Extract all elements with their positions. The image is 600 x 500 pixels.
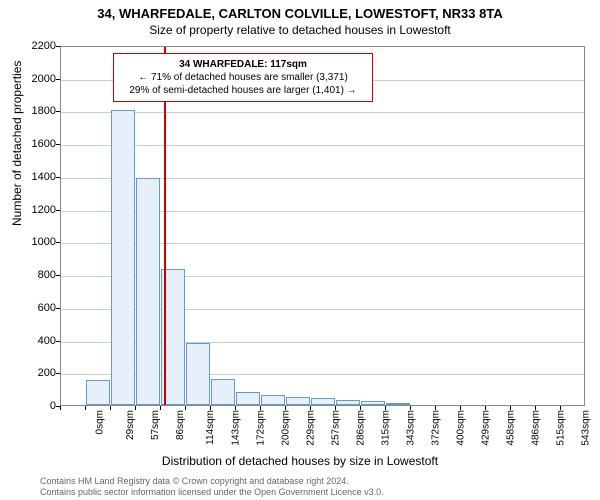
histogram-bar bbox=[386, 403, 410, 405]
ytick-mark bbox=[56, 373, 60, 374]
xtick-label: 343sqm bbox=[406, 410, 417, 446]
xtick-mark bbox=[85, 406, 86, 410]
xtick-mark bbox=[335, 406, 336, 410]
xtick-label: 543sqm bbox=[581, 410, 592, 446]
histogram-bar bbox=[136, 178, 160, 405]
ytick-label: 600 bbox=[38, 302, 56, 314]
xtick-mark bbox=[435, 406, 436, 410]
histogram-bar bbox=[336, 400, 360, 405]
xtick-label: 515sqm bbox=[556, 410, 567, 446]
xtick-mark bbox=[60, 406, 61, 410]
histogram-bar bbox=[236, 392, 260, 405]
xtick-label: 372sqm bbox=[431, 410, 442, 446]
gridline bbox=[61, 112, 584, 113]
xtick-label: 172sqm bbox=[256, 410, 267, 446]
xtick-mark bbox=[235, 406, 236, 410]
footer-line1: Contains HM Land Registry data © Crown c… bbox=[40, 476, 384, 487]
histogram-bar bbox=[261, 395, 285, 405]
histogram-bar bbox=[111, 110, 135, 405]
x-axis-label: Distribution of detached houses by size … bbox=[0, 454, 600, 468]
annotation-line3: 29% of semi-detached houses are larger (… bbox=[120, 84, 366, 97]
footer-text: Contains HM Land Registry data © Crown c… bbox=[40, 476, 384, 498]
ytick-mark bbox=[56, 144, 60, 145]
annotation-line1: 34 WHARFEDALE: 117sqm bbox=[120, 58, 366, 71]
ytick-mark bbox=[56, 275, 60, 276]
xtick-label: 286sqm bbox=[356, 410, 367, 446]
chart-container: 34, WHARFEDALE, CARLTON COLVILLE, LOWEST… bbox=[0, 0, 600, 500]
xtick-label: 486sqm bbox=[531, 410, 542, 446]
xtick-mark bbox=[510, 406, 511, 410]
xtick-mark bbox=[160, 406, 161, 410]
annotation-line2: ← 71% of detached houses are smaller (3,… bbox=[120, 71, 366, 84]
ytick-mark bbox=[56, 111, 60, 112]
xtick-mark bbox=[385, 406, 386, 410]
annotation-box: 34 WHARFEDALE: 117sqm ← 71% of detached … bbox=[113, 53, 373, 102]
chart-title: 34, WHARFEDALE, CARLTON COLVILLE, LOWEST… bbox=[0, 0, 600, 21]
xtick-label: 315sqm bbox=[381, 410, 392, 446]
xtick-mark bbox=[260, 406, 261, 410]
histogram-bar bbox=[186, 343, 210, 405]
xtick-label: 29sqm bbox=[125, 410, 136, 440]
xtick-label: 143sqm bbox=[231, 410, 242, 446]
xtick-mark bbox=[410, 406, 411, 410]
xtick-mark bbox=[185, 406, 186, 410]
histogram-bar bbox=[211, 379, 235, 405]
xtick-label: 86sqm bbox=[175, 410, 186, 440]
ytick-mark bbox=[56, 46, 60, 47]
xtick-mark bbox=[485, 406, 486, 410]
xtick-mark bbox=[310, 406, 311, 410]
gridline bbox=[61, 145, 584, 146]
footer-line2: Contains public sector information licen… bbox=[40, 487, 384, 498]
ytick-mark bbox=[56, 79, 60, 80]
plot-area: 34 WHARFEDALE: 117sqm ← 71% of detached … bbox=[60, 46, 585, 406]
xtick-label: 257sqm bbox=[331, 410, 342, 446]
xtick-label: 57sqm bbox=[150, 410, 161, 440]
ytick-mark bbox=[56, 308, 60, 309]
y-axis-label: Number of detached properties bbox=[10, 61, 24, 226]
histogram-bar bbox=[311, 398, 335, 405]
xtick-mark bbox=[285, 406, 286, 410]
ytick-mark bbox=[56, 242, 60, 243]
histogram-bar bbox=[361, 401, 385, 405]
ytick-label: 200 bbox=[38, 367, 56, 379]
ytick-label: 800 bbox=[38, 269, 56, 281]
histogram-bar bbox=[286, 397, 310, 405]
ytick-mark bbox=[56, 341, 60, 342]
ytick-label: 1800 bbox=[32, 105, 56, 117]
ytick-mark bbox=[56, 210, 60, 211]
xtick-mark bbox=[110, 406, 111, 410]
xtick-mark bbox=[135, 406, 136, 410]
xtick-label: 200sqm bbox=[281, 410, 292, 446]
xtick-mark bbox=[460, 406, 461, 410]
xtick-label: 0sqm bbox=[94, 410, 105, 434]
ytick-label: 1400 bbox=[32, 171, 56, 183]
ytick-label: 2000 bbox=[32, 73, 56, 85]
chart-subtitle: Size of property relative to detached ho… bbox=[0, 23, 600, 37]
xtick-label: 229sqm bbox=[306, 410, 317, 446]
xtick-label: 429sqm bbox=[481, 410, 492, 446]
ytick-mark bbox=[56, 177, 60, 178]
xtick-mark bbox=[210, 406, 211, 410]
xtick-mark bbox=[560, 406, 561, 410]
ytick-label: 1600 bbox=[32, 138, 56, 150]
ytick-label: 1000 bbox=[32, 236, 56, 248]
ytick-label: 400 bbox=[38, 335, 56, 347]
xtick-label: 114sqm bbox=[205, 410, 216, 445]
ytick-label: 1200 bbox=[32, 204, 56, 216]
histogram-bar bbox=[86, 380, 110, 405]
xtick-label: 400sqm bbox=[456, 410, 467, 446]
xtick-mark bbox=[535, 406, 536, 410]
ytick-label: 2200 bbox=[32, 40, 56, 52]
xtick-mark bbox=[360, 406, 361, 410]
xtick-label: 458sqm bbox=[506, 410, 517, 446]
